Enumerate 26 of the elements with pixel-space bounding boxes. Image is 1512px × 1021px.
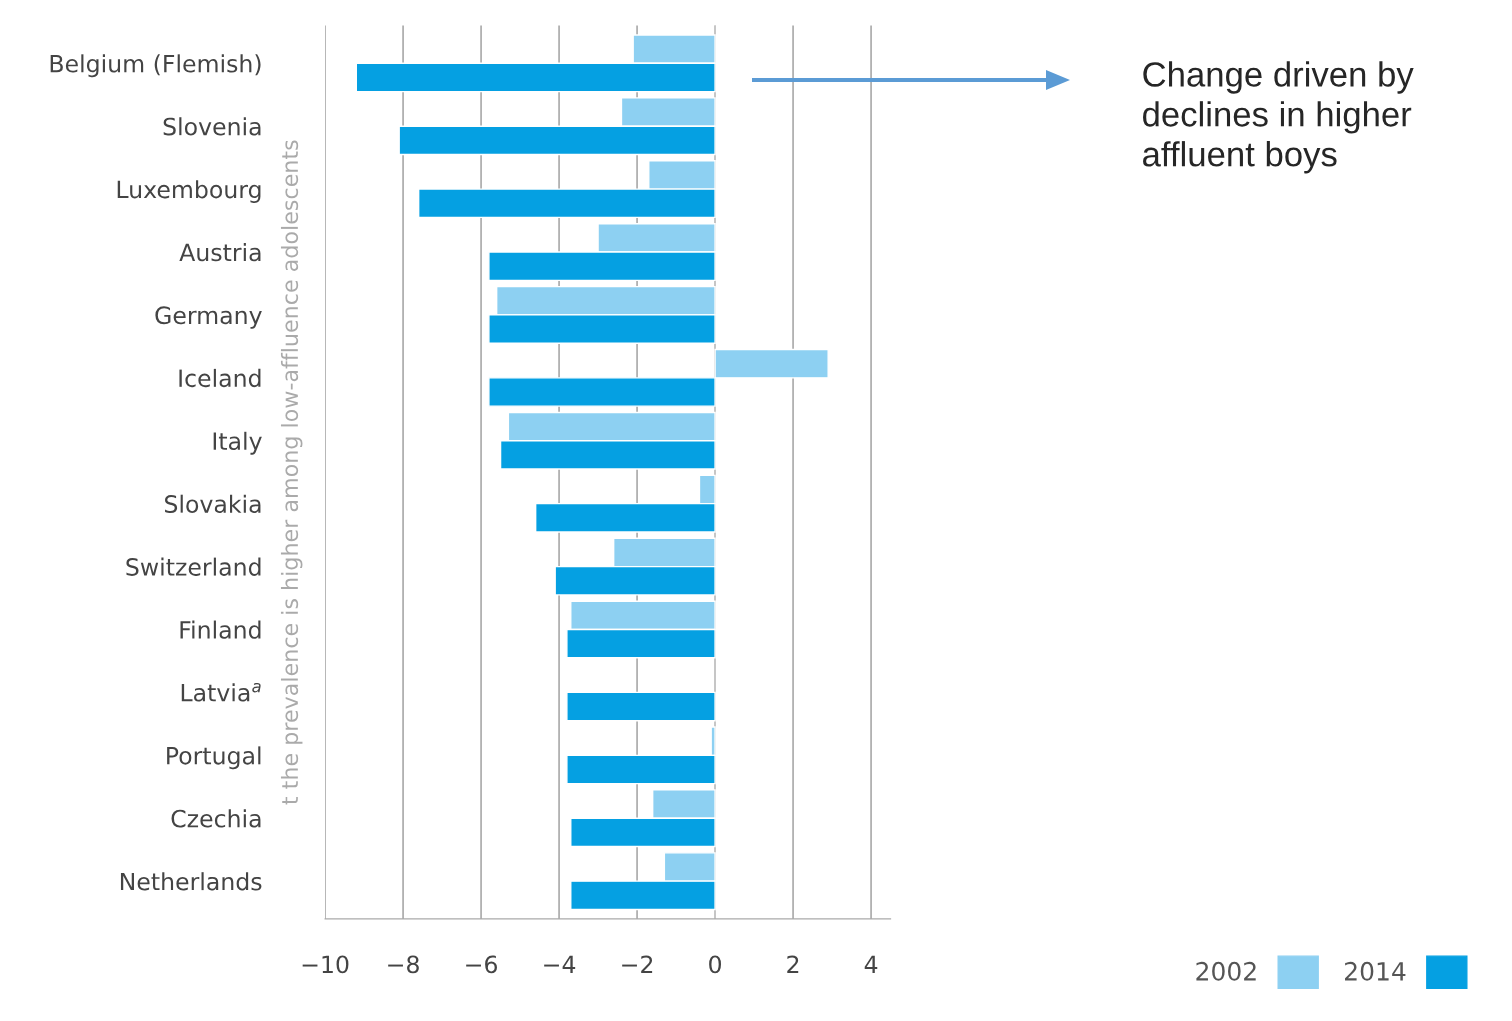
text: Change driven by declines in higher affluent boys [1143,61,1414,174]
y-tick-label: Luxembourg [117,180,261,203]
x-tick-label: −4 [544,955,576,973]
x-tick-label: −8 [388,955,419,974]
y-tick-label: Slovenia [163,117,261,136]
y-tick-label: Italy [213,431,262,455]
y-tick-label: Belgium (Flemish) [50,54,261,78]
x-tick-label: 2 [787,955,799,973]
y-axis-title: t the prevalence is higher among low-affluence adolescents [280,140,303,805]
x-tick-label: −10 [302,955,349,974]
y-tick-label: Netherlands [120,872,262,891]
y-tick-label: Latvia$^{a}$ [181,682,261,702]
x-tick-label: −6 [466,955,497,974]
y-tick-label: Portugal [167,746,261,770]
y-tick-label: Czechia [171,809,261,828]
y-tick-label: Slovakia [165,494,261,513]
legend-label: 2002 [1196,961,1256,981]
y-tick-label: Austria [179,243,261,262]
x-tick-label: −2 [622,955,653,973]
y-tick-label: Finland [180,620,261,639]
y-tick-label: Iceland [179,368,261,388]
y-tick-label: Germany [155,306,262,329]
y-tick-label: Switzerland [126,557,261,576]
x-tick-label: 0 [709,955,722,974]
x-tick-label: 4 [864,955,878,973]
legend-label: 2014 [1345,961,1406,981]
